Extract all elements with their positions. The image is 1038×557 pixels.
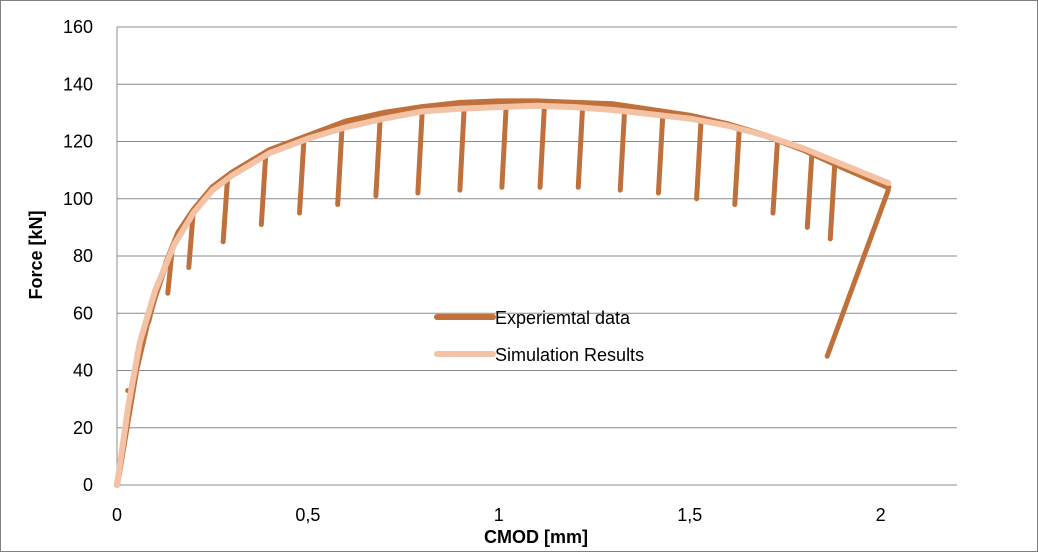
- x-tick-label: 0,5: [295, 505, 320, 525]
- experimental-unload-line: [575, 100, 586, 190]
- y-tick-label: 60: [73, 303, 93, 323]
- legend-label-simulation: Simulation Results: [495, 345, 644, 365]
- y-tick-label: 140: [63, 74, 93, 94]
- experimental-unload-line: [499, 98, 509, 190]
- y-tick-label: 20: [73, 418, 93, 438]
- experimental-unload-line: [827, 161, 838, 242]
- y-tick-labels: 0 20 40 60 80 100 120 140 160: [63, 17, 93, 495]
- y-tick-label: 120: [63, 132, 93, 152]
- experimental-unload-line: [804, 151, 815, 230]
- y-tick-label: 100: [63, 189, 93, 209]
- series-lines: [114, 98, 892, 488]
- gridlines: [117, 26, 957, 429]
- experimental-final-unload: [824, 187, 891, 359]
- experimental-unload-line: [335, 120, 345, 207]
- experimental-unload-line: [655, 109, 666, 196]
- experimental-unload-line: [258, 149, 269, 228]
- x-tick-label: 2: [876, 505, 886, 525]
- x-tick-label: 1: [494, 505, 504, 525]
- experimental-unload-line: [373, 111, 383, 199]
- y-tick-label: 0: [83, 475, 93, 495]
- simulation-line: [114, 102, 892, 488]
- y-axis-title: Force [kN]: [26, 210, 46, 299]
- experimental-unload-line: [694, 115, 704, 202]
- experimental-unload-line: [770, 137, 781, 216]
- y-tick-label: 40: [73, 361, 93, 381]
- y-tick-label: 160: [63, 17, 93, 37]
- axes: [116, 27, 957, 486]
- x-axis-title: CMOD [mm]: [484, 527, 588, 547]
- experimental-unload-line: [415, 104, 425, 196]
- experimental-unload-line: [617, 103, 628, 193]
- experimental-unload-line: [297, 134, 307, 216]
- legend: Experiemtal data Simulation Results: [434, 308, 644, 365]
- experimental-unload-line: [220, 173, 231, 245]
- x-tick-label: 1,5: [677, 505, 702, 525]
- x-tick-labels: 0 0,5 1 1,5 2: [112, 505, 886, 525]
- experimental-unload-line: [537, 99, 548, 190]
- experimental-unload-line: [457, 100, 467, 193]
- y-tick-label: 80: [73, 246, 93, 266]
- x-tick-label: 0: [112, 505, 122, 525]
- experimental-unload-line: [732, 125, 742, 207]
- legend-label-experimental: Experiemtal data: [495, 308, 631, 328]
